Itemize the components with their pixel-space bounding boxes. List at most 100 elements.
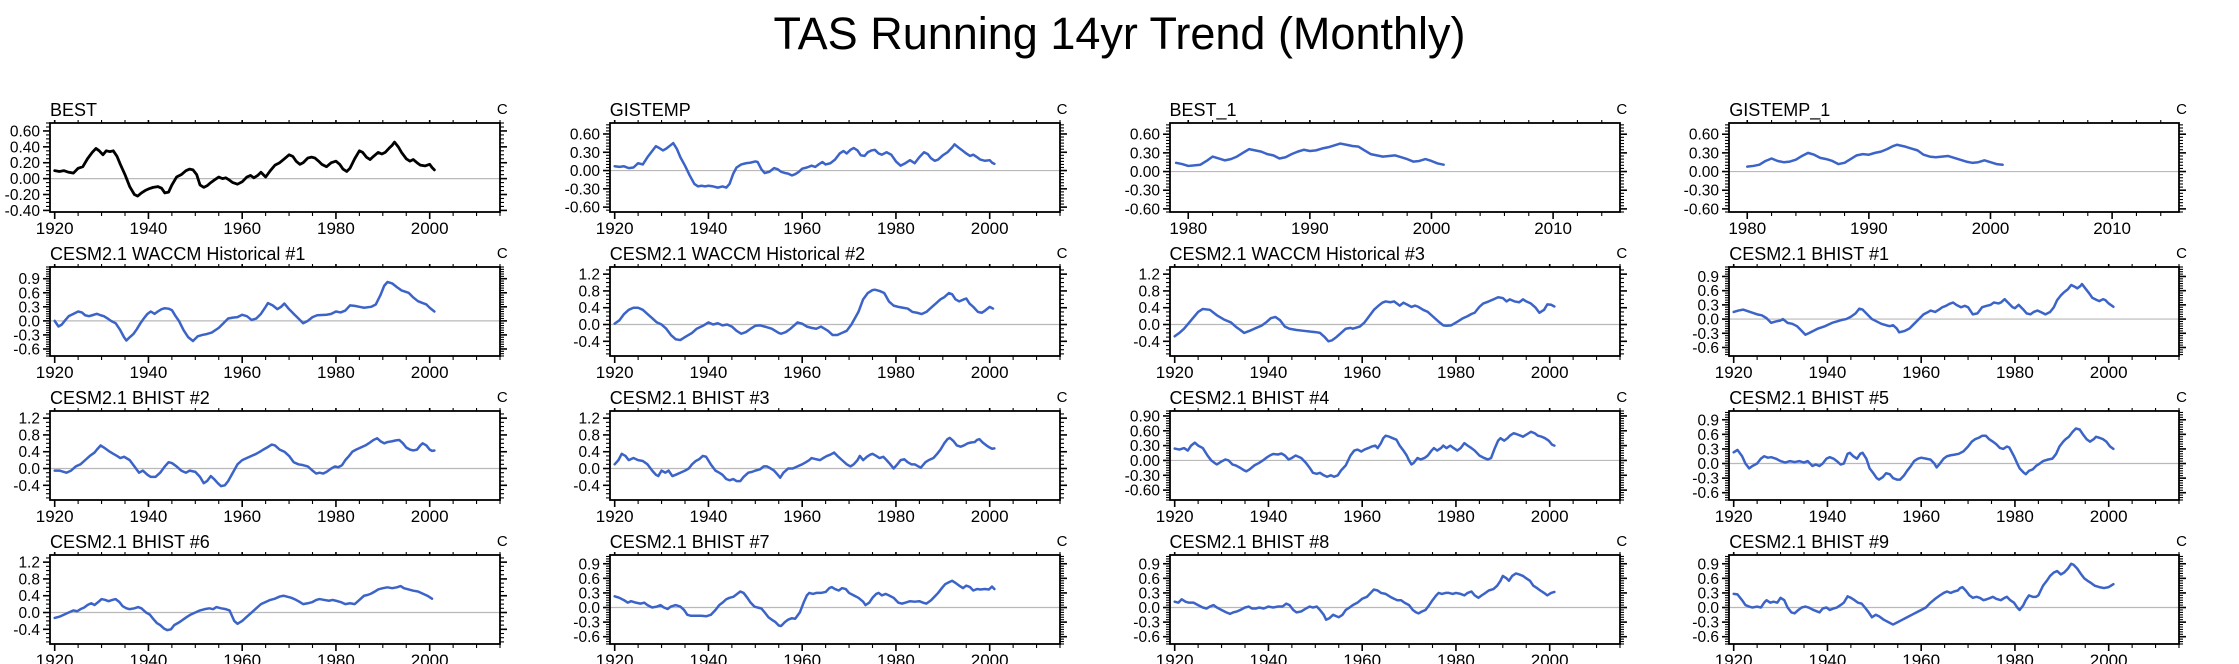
svg-text:-0.3: -0.3 — [1133, 615, 1160, 632]
panels-grid: BEST C 1920 1940 1960 1980 2000 0.60 0.40 0.20 0… — [0, 66, 2239, 664]
svg-text:1980: 1980 — [877, 219, 915, 234]
panel-unit-label: C — [1056, 389, 1068, 406]
panel-header: CESM2.1 BHIST #8 C — [1120, 532, 1680, 552]
svg-text:1920: 1920 — [1155, 363, 1193, 378]
svg-text:-0.4: -0.4 — [573, 334, 600, 351]
chart-panel: CESM2.1 BHIST #8 C 1920 1940 1960 1980 2000 0… — [1120, 522, 1680, 664]
panel-unit-label: C — [496, 533, 508, 550]
svg-text:0.4: 0.4 — [18, 588, 40, 605]
svg-text:-0.20: -0.20 — [5, 187, 41, 204]
chart-panel: CESM2.1 WACCM Historical #1 C 1920 1940 19… — [0, 234, 560, 378]
svg-text:-0.30: -0.30 — [564, 181, 600, 198]
svg-text:0.0: 0.0 — [1698, 600, 1720, 617]
panel-unit-label: C — [2176, 533, 2187, 550]
svg-text:1990: 1990 — [1290, 219, 1328, 234]
svg-text:0.0: 0.0 — [1698, 312, 1720, 329]
panel-unit-label: C — [496, 101, 508, 118]
panel-plot: 1920 1940 1960 1980 2000 0.60 0.300.00-0.30 -0.… — [564, 120, 1067, 234]
svg-text:1980: 1980 — [877, 363, 915, 378]
svg-text:-0.3: -0.3 — [1693, 326, 1720, 343]
svg-text:1980: 1980 — [877, 507, 915, 522]
svg-text:1940: 1940 — [130, 507, 168, 522]
svg-text:-0.4: -0.4 — [13, 622, 40, 639]
svg-text:1990: 1990 — [1850, 219, 1888, 234]
svg-text:0.60: 0.60 — [1129, 127, 1160, 144]
svg-text:1920: 1920 — [1155, 651, 1193, 664]
panel-unit-label: C — [1056, 245, 1068, 262]
svg-text:1960: 1960 — [1903, 507, 1941, 522]
panel-plot: 1980 1990 2000 2010 0.600.30 0.00 -0.30-0.60 — [1684, 120, 2187, 234]
svg-text:1960: 1960 — [1343, 507, 1381, 522]
svg-text:0.00: 0.00 — [1129, 164, 1160, 181]
svg-text:0.6: 0.6 — [1698, 427, 1720, 444]
panel-title: CESM2.1 BHIST #5 — [1729, 388, 1889, 408]
svg-text:1980: 1980 — [1996, 363, 2034, 378]
panel-title: CESM2.1 WACCM Historical #3 — [1169, 244, 1425, 264]
svg-text:0.3: 0.3 — [18, 299, 40, 316]
svg-text:0.00: 0.00 — [1689, 164, 1720, 181]
panel-title: CESM2.1 BHIST #8 — [1169, 532, 1330, 552]
panel-title: CESM2.1 BHIST #4 — [1169, 388, 1330, 408]
panel-plot: 1920 1940 1960 1980 2000 0.90.60.30.0-0.3-0.6 — [1693, 408, 2187, 522]
svg-text:1920: 1920 — [596, 219, 634, 234]
panel-header: CESM2.1 BHIST #1 C — [1679, 244, 2239, 264]
svg-text:1920: 1920 — [1155, 507, 1193, 522]
svg-text:2000: 2000 — [971, 651, 1009, 664]
panel-header: CESM2.1 BHIST #3 C — [560, 388, 1120, 408]
chart-panel: CESM2.1 BHIST #4 C 1920 1940 1960 1980 2000 0… — [1120, 378, 1680, 522]
svg-text:0.30: 0.30 — [1689, 145, 1720, 162]
svg-text:0.3: 0.3 — [578, 585, 600, 602]
svg-text:1920: 1920 — [596, 507, 634, 522]
svg-text:2000: 2000 — [971, 507, 1009, 522]
svg-text:0.4: 0.4 — [578, 444, 600, 461]
svg-text:-0.60: -0.60 — [1684, 201, 1720, 218]
svg-text:0.9: 0.9 — [578, 556, 600, 573]
chart-panel: GISTEMP_1 C 1980 1990 2000 2010 0.60 0.30 0.00… — [1679, 66, 2239, 234]
svg-text:0.8: 0.8 — [1138, 283, 1160, 300]
svg-text:0.30: 0.30 — [1129, 438, 1160, 455]
svg-text:0.60: 0.60 — [570, 126, 601, 143]
svg-text:1980: 1980 — [1437, 363, 1475, 378]
panel-header: CESM2.1 BHIST #4 C — [1120, 388, 1680, 408]
svg-text:-0.60: -0.60 — [564, 200, 600, 217]
panel-unit-label: C — [1056, 533, 1068, 550]
svg-text:0.90: 0.90 — [1129, 408, 1160, 425]
svg-text:-0.3: -0.3 — [1693, 615, 1720, 632]
svg-text:2010: 2010 — [2093, 219, 2131, 234]
svg-text:1920: 1920 — [36, 507, 74, 522]
svg-text:1940: 1940 — [689, 363, 727, 378]
svg-text:0.00: 0.00 — [1129, 453, 1160, 470]
svg-text:1960: 1960 — [1343, 363, 1381, 378]
svg-text:1940: 1940 — [1809, 507, 1847, 522]
panel-title: CESM2.1 BHIST #2 — [50, 388, 210, 408]
svg-text:0.9: 0.9 — [1698, 269, 1720, 286]
svg-text:0.9: 0.9 — [1698, 412, 1720, 429]
chart-panel: CESM2.1 WACCM Historical #3 C 1920 1940 19… — [1120, 234, 1680, 378]
svg-text:-0.30: -0.30 — [1124, 468, 1160, 485]
svg-text:1920: 1920 — [1715, 363, 1753, 378]
svg-text:1920: 1920 — [1715, 651, 1753, 664]
svg-text:1920: 1920 — [36, 651, 74, 664]
svg-text:0.9: 0.9 — [18, 271, 40, 288]
svg-text:-0.40: -0.40 — [5, 203, 41, 220]
svg-text:1.2: 1.2 — [18, 555, 40, 572]
svg-text:1.2: 1.2 — [578, 267, 600, 284]
svg-text:1960: 1960 — [1903, 363, 1941, 378]
panel-header: CESM2.1 BHIST #2 C — [0, 388, 560, 408]
svg-text:1920: 1920 — [1715, 507, 1753, 522]
svg-text:1980: 1980 — [1996, 507, 2034, 522]
panel-header: BEST C — [0, 100, 560, 120]
chart-panel: CESM2.1 BHIST #6 C 1920 1940 1960 1980 2000 1… — [0, 522, 560, 664]
svg-text:2000: 2000 — [1972, 219, 2010, 234]
svg-text:0.0: 0.0 — [1698, 456, 1720, 473]
svg-text:1980: 1980 — [317, 363, 355, 378]
svg-text:0.8: 0.8 — [18, 571, 40, 588]
panel-unit-label: C — [1616, 245, 1628, 262]
panel-title: CESM2.1 BHIST #1 — [1729, 244, 1889, 264]
svg-text:0.0: 0.0 — [578, 317, 600, 334]
panel-header: CESM2.1 WACCM Historical #2 C — [560, 244, 1120, 264]
svg-text:1940: 1940 — [1809, 651, 1847, 664]
svg-text:2000: 2000 — [971, 363, 1009, 378]
panel-title: CESM2.1 WACCM Historical #1 — [50, 244, 306, 264]
panel-plot: 1920 1940 1960 1980 2000 1.20.80.40.0-0.4 — [13, 408, 507, 522]
